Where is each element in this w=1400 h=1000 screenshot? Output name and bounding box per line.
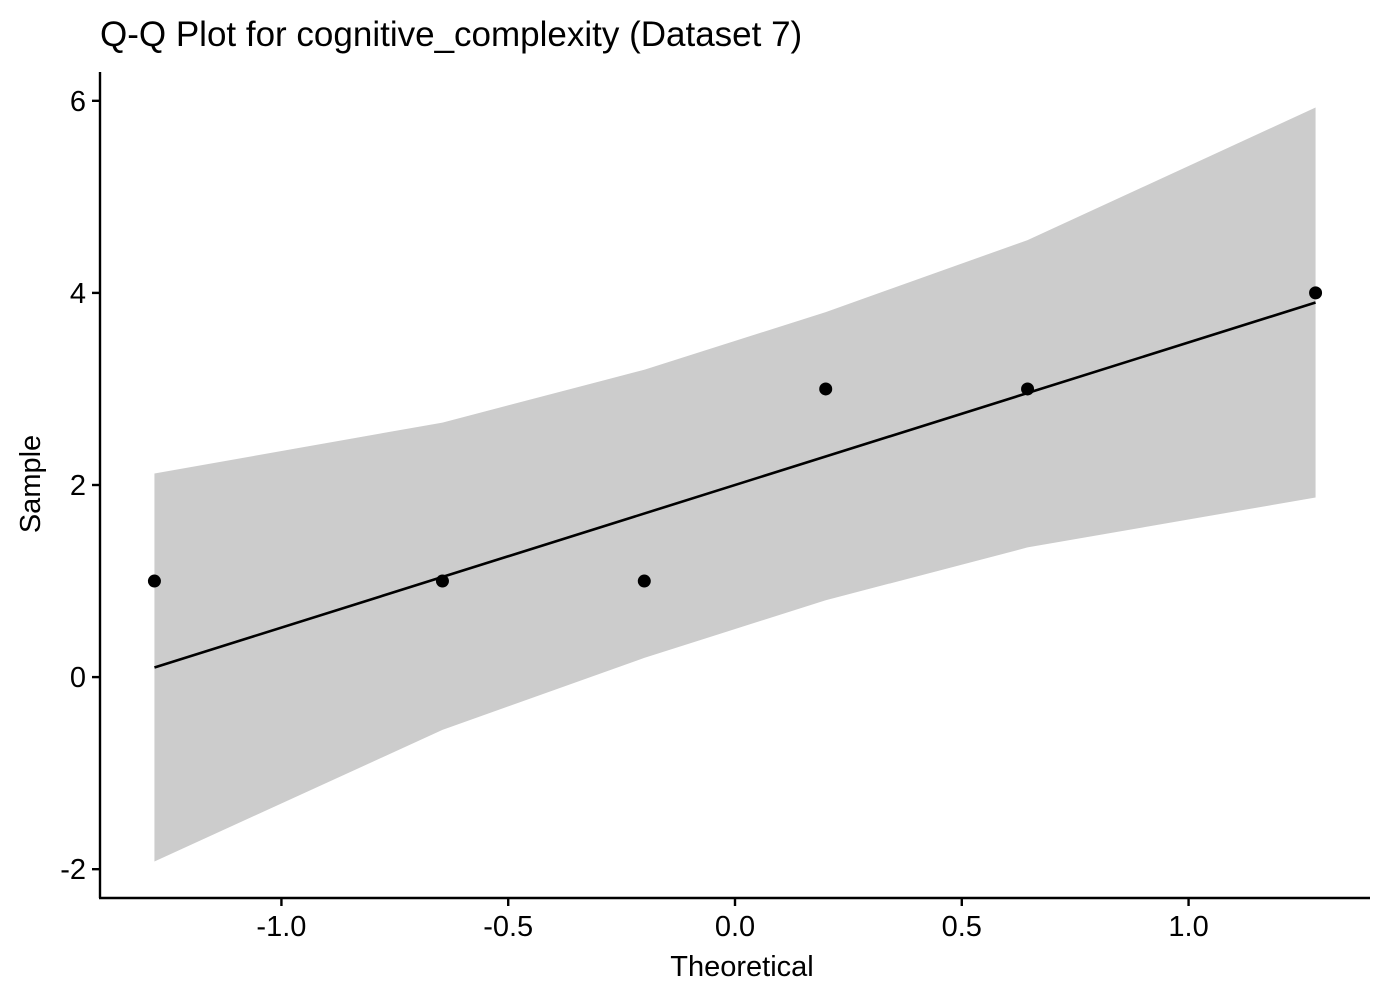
- data-point-3: [637, 574, 651, 588]
- y-axis-title: Sample: [15, 435, 47, 533]
- chart-title: Q-Q Plot for cognitive_complexity (Datas…: [100, 15, 802, 54]
- reference-line: [154, 301, 1316, 669]
- data-point-5: [1021, 382, 1035, 396]
- reference-line-layer: [154, 301, 1316, 669]
- y-tick-label: -2: [60, 854, 86, 886]
- axes-layer: -2 0 2 4 6 -1.0 -0.5 0.0 0.5 1.0: [60, 72, 1370, 943]
- x-tick-label: -0.5: [483, 911, 533, 943]
- x-tick-label: -1.0: [256, 911, 306, 943]
- data-point-1: [147, 574, 161, 588]
- x-tick-label: 0.5: [942, 911, 982, 943]
- data-point-6: [1309, 286, 1323, 300]
- x-tick-label: 1.0: [1168, 911, 1208, 943]
- data-points-layer: [147, 286, 1323, 588]
- y-tick-label: 4: [70, 278, 86, 310]
- y-tick-label: 2: [70, 470, 86, 502]
- y-tick-label: 6: [70, 86, 86, 118]
- x-axis-title: Theoretical: [670, 951, 813, 983]
- y-tick-label: 0: [70, 662, 86, 694]
- data-point-2: [435, 574, 449, 588]
- x-tick-label: 0.0: [715, 911, 755, 943]
- data-point-4: [819, 382, 833, 396]
